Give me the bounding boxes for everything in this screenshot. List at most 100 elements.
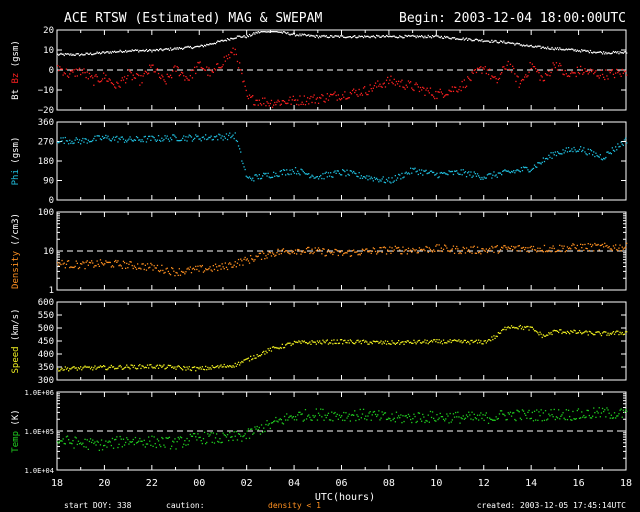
data-point	[190, 136, 193, 138]
data-point	[332, 253, 334, 256]
data-point	[359, 254, 361, 256]
data-point	[596, 244, 598, 246]
data-point	[155, 365, 157, 367]
data-point	[245, 175, 247, 177]
data-point	[172, 366, 174, 368]
data-point	[611, 249, 613, 251]
data-point	[188, 366, 190, 368]
data-point	[570, 248, 572, 250]
data-point	[465, 342, 468, 344]
data-point	[338, 251, 341, 253]
data-point	[107, 51, 109, 53]
data-point	[105, 440, 107, 442]
data-point	[85, 366, 87, 368]
data-point	[257, 355, 259, 358]
data-point	[382, 35, 384, 37]
data-point	[570, 48, 572, 51]
data-point	[349, 170, 351, 172]
data-point	[277, 31, 279, 33]
data-point	[436, 414, 438, 416]
data-point	[431, 411, 434, 413]
data-point	[125, 139, 127, 141]
data-point	[152, 367, 154, 369]
data-point	[546, 48, 548, 50]
data-point	[277, 347, 279, 349]
data-point	[434, 97, 436, 100]
data-point	[106, 369, 108, 371]
data-point	[415, 171, 417, 173]
data-point	[127, 438, 129, 441]
data-point	[620, 141, 622, 143]
data-point	[313, 251, 315, 253]
data-point	[403, 250, 405, 253]
data-point	[300, 413, 302, 416]
data-point	[126, 78, 128, 80]
data-point	[441, 416, 444, 418]
data-point	[479, 414, 481, 416]
data-point	[192, 267, 195, 269]
data-point	[615, 244, 617, 246]
data-point	[456, 38, 458, 40]
data-point	[387, 249, 389, 251]
data-point	[212, 432, 214, 434]
data-point	[475, 38, 478, 40]
data-point	[496, 245, 498, 247]
data-point	[401, 79, 403, 81]
data-point	[478, 175, 480, 177]
data-point	[480, 340, 482, 342]
data-point	[608, 70, 610, 72]
data-point	[207, 366, 209, 369]
data-point	[346, 342, 348, 344]
data-point	[404, 415, 406, 417]
data-point	[63, 442, 65, 445]
data-point	[150, 139, 152, 141]
data-point	[400, 178, 402, 180]
data-point	[516, 250, 518, 252]
data-point	[459, 86, 461, 88]
x-tick-label: 22	[146, 478, 158, 489]
data-point	[305, 418, 308, 420]
data-point	[422, 86, 424, 88]
data-point	[365, 340, 367, 342]
data-point	[343, 96, 345, 98]
data-point	[398, 36, 400, 39]
data-point	[316, 419, 319, 421]
data-point	[493, 171, 495, 173]
data-point	[234, 48, 236, 51]
data-point	[68, 439, 70, 441]
data-point	[490, 78, 492, 80]
data-point	[351, 414, 354, 416]
data-point	[537, 162, 539, 164]
data-point	[218, 40, 220, 42]
data-point	[402, 415, 404, 417]
data-point	[495, 416, 497, 418]
data-point	[542, 80, 544, 82]
data-point	[298, 340, 300, 342]
data-point	[330, 342, 332, 344]
data-point	[255, 357, 257, 359]
data-point	[623, 247, 626, 249]
data-point	[228, 134, 230, 137]
data-point	[493, 335, 495, 337]
data-point	[465, 247, 468, 249]
data-point	[582, 332, 584, 334]
data-point	[236, 262, 239, 264]
data-point	[223, 39, 225, 42]
data-point	[585, 70, 587, 72]
data-point	[533, 330, 536, 332]
data-point	[157, 440, 160, 442]
data-point	[219, 365, 221, 367]
data-point	[324, 172, 326, 174]
data-point	[555, 330, 558, 332]
data-point	[536, 70, 538, 73]
data-point	[293, 32, 296, 35]
data-point	[108, 366, 110, 368]
data-point	[164, 446, 166, 448]
data-point	[592, 415, 594, 417]
data-point	[111, 437, 114, 440]
data-point	[607, 52, 609, 54]
data-point	[110, 52, 112, 54]
data-point	[617, 71, 619, 74]
data-point	[395, 247, 398, 249]
data-point	[587, 148, 589, 150]
